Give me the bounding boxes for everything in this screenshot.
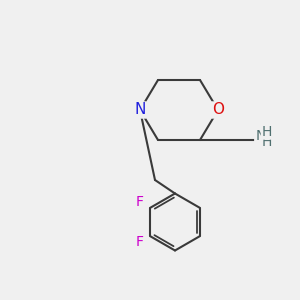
Text: O: O xyxy=(212,103,224,118)
Text: H: H xyxy=(262,124,272,139)
Text: F: F xyxy=(136,195,144,209)
Text: N: N xyxy=(255,129,266,143)
Text: H: H xyxy=(262,135,272,149)
Text: N: N xyxy=(134,103,146,118)
Text: F: F xyxy=(136,235,144,249)
